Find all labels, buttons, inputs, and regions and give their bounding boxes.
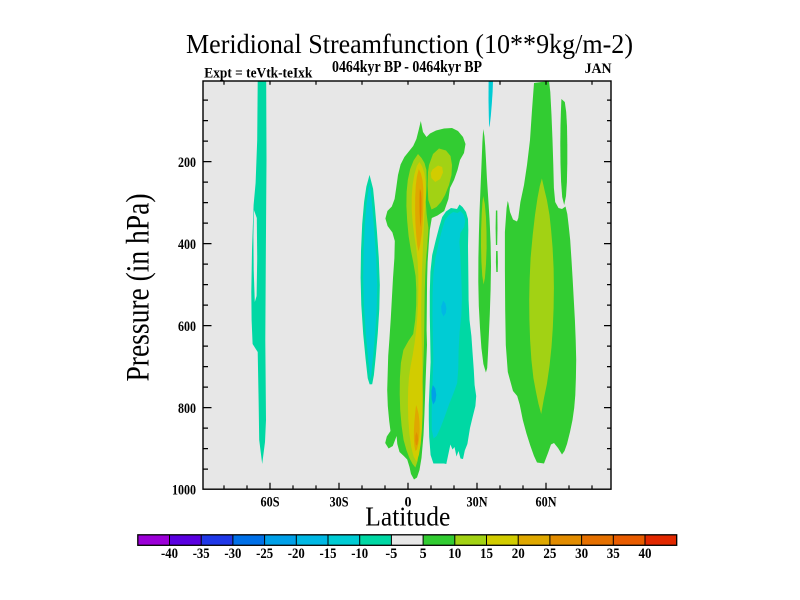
svg-text:-5: -5 <box>385 546 397 562</box>
svg-text:60N: 60N <box>536 495 557 511</box>
svg-text:Pressure (in hPa): Pressure (in hPa) <box>121 194 157 382</box>
svg-text:60S: 60S <box>261 495 280 511</box>
svg-text:1000: 1000 <box>172 483 196 499</box>
svg-text:35: 35 <box>607 546 620 562</box>
svg-text:Expt = teVtk-teIxk: Expt = teVtk-teIxk <box>204 66 313 82</box>
svg-text:5: 5 <box>420 546 427 562</box>
svg-text:-10: -10 <box>351 546 368 562</box>
svg-text:-25: -25 <box>256 546 273 562</box>
svg-text:400: 400 <box>178 237 196 253</box>
svg-text:-15: -15 <box>320 546 337 562</box>
svg-text:600: 600 <box>178 319 196 335</box>
svg-text:JAN: JAN <box>585 61 612 77</box>
svg-text:-40: -40 <box>161 546 178 562</box>
svg-text:200: 200 <box>178 155 196 171</box>
svg-text:40: 40 <box>639 546 652 562</box>
svg-text:30: 30 <box>575 546 588 562</box>
svg-text:-35: -35 <box>193 546 210 562</box>
svg-text:25: 25 <box>543 546 556 562</box>
svg-text:-20: -20 <box>288 546 305 562</box>
svg-text:10: 10 <box>448 546 461 562</box>
svg-text:0464kyr BP - 0464kyr BP: 0464kyr BP - 0464kyr BP <box>332 57 482 76</box>
svg-text:-30: -30 <box>224 546 241 562</box>
svg-text:Latitude: Latitude <box>365 502 450 532</box>
svg-text:30N: 30N <box>467 495 488 511</box>
svg-text:0: 0 <box>405 495 412 511</box>
svg-text:15: 15 <box>480 546 493 562</box>
svg-text:800: 800 <box>178 401 196 417</box>
svg-text:Meridional Streamfunction (10*: Meridional Streamfunction (10**9kg/m-2) <box>186 29 633 59</box>
svg-text:30S: 30S <box>330 495 349 511</box>
svg-text:20: 20 <box>512 546 525 562</box>
